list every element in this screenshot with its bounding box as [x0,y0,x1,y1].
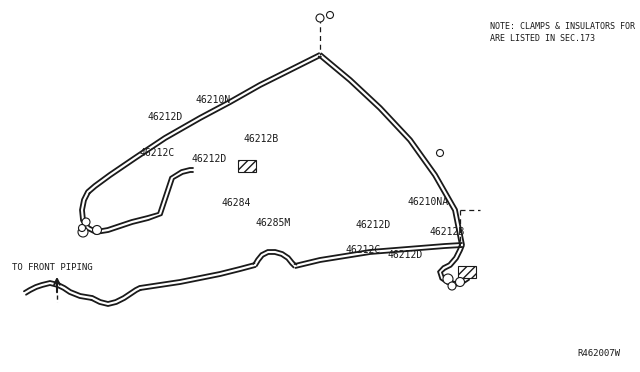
Circle shape [79,224,86,231]
Text: R462007W: R462007W [577,349,620,358]
FancyBboxPatch shape [458,266,476,278]
Text: 46212B: 46212B [243,134,278,144]
Circle shape [93,225,102,234]
Text: 46285M: 46285M [255,218,291,228]
Text: 46212D: 46212D [192,154,227,164]
Text: TO FRONT PIPING: TO FRONT PIPING [12,263,93,272]
Circle shape [78,227,88,237]
Circle shape [443,274,453,284]
Circle shape [82,218,90,226]
Circle shape [456,278,465,286]
Circle shape [436,150,444,157]
Text: 46212C: 46212C [346,245,381,255]
Circle shape [316,14,324,22]
Circle shape [326,12,333,19]
Text: 46210N: 46210N [196,95,231,105]
Text: 46212B: 46212B [430,227,465,237]
Text: 46210NA: 46210NA [408,197,449,207]
Text: ARE LISTED IN SEC.173: ARE LISTED IN SEC.173 [490,34,595,43]
Circle shape [448,282,456,290]
Text: 46212C: 46212C [140,148,175,158]
Text: NOTE: CLAMPS & INSULATORS FOR FLOOR AND REAR: NOTE: CLAMPS & INSULATORS FOR FLOOR AND … [490,22,640,31]
Text: 46212D: 46212D [148,112,183,122]
FancyBboxPatch shape [238,160,256,172]
Text: 46212D: 46212D [355,220,390,230]
Text: 46212D: 46212D [388,250,423,260]
Text: 46284: 46284 [222,198,252,208]
